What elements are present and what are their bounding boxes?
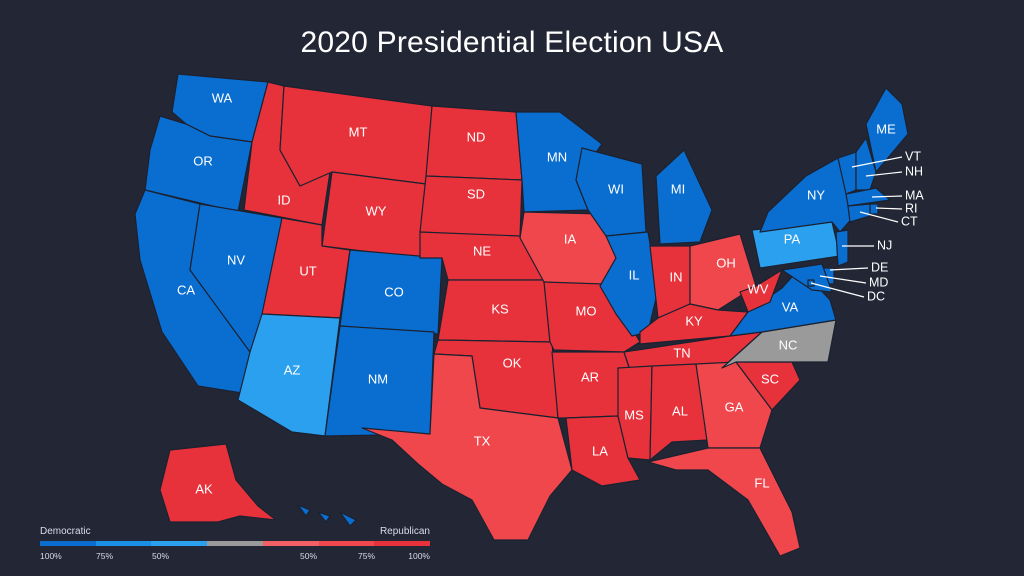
state-label-tx: TX xyxy=(474,433,491,448)
state-label-va: VA xyxy=(782,299,799,314)
legend-republican-label: Republican xyxy=(379,526,430,537)
state-ky xyxy=(639,303,749,345)
state-label-mt: MT xyxy=(349,124,368,139)
state-label-me: ME xyxy=(876,121,896,136)
legend-ticks: 100% 75% 50% 50% 75% 100% xyxy=(40,551,430,563)
state-hi xyxy=(297,504,357,527)
legend-swatch-rep-strong xyxy=(374,541,431,546)
state-label-nc: NC xyxy=(779,337,798,352)
state-label-al: AL xyxy=(672,403,688,418)
legend-tick: 50% xyxy=(300,551,318,561)
legend-democratic-label: Democratic xyxy=(40,526,91,537)
callout-line-md xyxy=(819,275,867,284)
callout-line-de xyxy=(829,267,869,271)
map-title: 2020 Presidential Election USA xyxy=(300,26,724,59)
state-label-or: OR xyxy=(193,153,213,168)
legend-swatch-tossup xyxy=(207,541,263,546)
state-label-id: ID xyxy=(278,192,291,207)
state-wv xyxy=(739,269,783,313)
state-label-ma: MA xyxy=(905,188,924,202)
state-label-ne: NE xyxy=(473,243,491,258)
callout-line-ct xyxy=(859,211,899,223)
state-label-ak: AK xyxy=(195,481,213,496)
state-label-dc: DC xyxy=(867,289,885,303)
legend-color-scale xyxy=(40,541,431,546)
state-nj xyxy=(835,229,849,267)
state-label-in: IN xyxy=(670,269,683,284)
state-sd xyxy=(419,175,523,239)
state-ma xyxy=(845,187,891,207)
state-label-ga: GA xyxy=(725,399,744,414)
state-label-de: DE xyxy=(871,260,888,274)
state-me xyxy=(865,87,909,173)
state-label-la: LA xyxy=(592,443,608,458)
callout-line-ma xyxy=(871,195,903,198)
state-label-ct: CT xyxy=(901,214,918,228)
state-label-nv: NV xyxy=(227,252,245,267)
state-ri xyxy=(869,203,879,215)
state-label-wy: WY xyxy=(366,203,387,218)
state-label-md: MD xyxy=(869,275,888,289)
state-label-ok: OK xyxy=(503,355,522,370)
legend-tick: 50% xyxy=(152,551,170,561)
state-label-ia: IA xyxy=(564,231,577,246)
state-label-sc: SC xyxy=(761,371,779,386)
state-label-nh: NH xyxy=(905,164,923,178)
state-mi xyxy=(655,149,713,245)
state-label-tn: TN xyxy=(673,345,690,360)
state-label-ri: RI xyxy=(905,201,918,215)
legend-swatch-dem-lean xyxy=(95,541,152,546)
legend-swatch-rep-mid xyxy=(318,541,375,546)
state-fl xyxy=(647,447,801,557)
legend-tick: 75% xyxy=(358,551,376,561)
state-tx xyxy=(361,353,573,541)
state-label-ky: KY xyxy=(685,313,703,328)
state-label-oh: OH xyxy=(716,255,736,270)
state-or xyxy=(144,115,253,213)
state-ak xyxy=(159,443,277,523)
state-label-co: CO xyxy=(384,284,404,299)
state-label-ut: UT xyxy=(299,263,316,278)
state-label-wi: WI xyxy=(608,181,624,196)
state-label-sd: SD xyxy=(467,186,485,201)
state-label-az: AZ xyxy=(284,362,301,377)
legend-swatch-dem-strong xyxy=(40,541,96,546)
state-label-nd: ND xyxy=(467,129,486,144)
state-label-mi: MI xyxy=(671,181,685,196)
legend: Democratic Republican 100% 75% 50% 50% 7… xyxy=(40,526,431,563)
state-ct xyxy=(847,203,871,223)
callout-line-nh xyxy=(865,171,903,177)
state-label-vt: VT xyxy=(905,149,921,163)
legend-tick: 100% xyxy=(40,551,62,561)
state-label-nm: NM xyxy=(368,371,388,386)
state-label-pa: PA xyxy=(784,231,801,246)
state-label-mn: MN xyxy=(547,149,567,164)
callout-line-ri xyxy=(875,207,903,210)
legend-swatch-dem-mid xyxy=(151,541,208,546)
state-label-ks: KS xyxy=(491,301,509,316)
state-label-mo: MO xyxy=(576,303,597,318)
state-ms xyxy=(617,365,653,461)
legend-swatch-rep-lean xyxy=(262,541,319,546)
state-label-ar: AR xyxy=(581,369,599,384)
state-label-ny: NY xyxy=(807,187,825,202)
callout-line-vt xyxy=(851,156,903,168)
state-ny xyxy=(759,157,857,233)
callout-line-dc xyxy=(810,282,865,298)
state-co xyxy=(339,249,443,335)
state-label-ms: MS xyxy=(624,407,644,422)
legend-tick: 75% xyxy=(96,551,114,561)
state-al xyxy=(649,363,709,461)
state-label-wv: WV xyxy=(748,281,769,296)
legend-tick: 100% xyxy=(408,551,430,561)
state-label-nj: NJ xyxy=(877,238,892,252)
state-az xyxy=(237,313,341,437)
state-label-wa: WA xyxy=(212,90,233,105)
state-label-fl: FL xyxy=(754,475,769,490)
state-label-il: IL xyxy=(629,267,640,282)
state-oh xyxy=(689,233,757,311)
state-label-ca: CA xyxy=(177,282,195,297)
